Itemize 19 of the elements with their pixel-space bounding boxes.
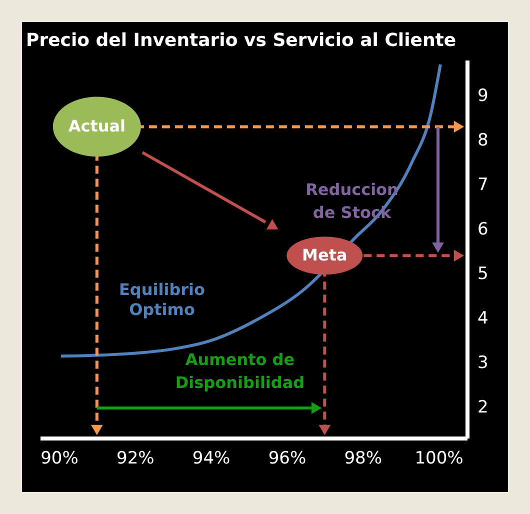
series-label: Equilibrio Optimo <box>118 280 206 319</box>
annotation: Aumento de Disponibilidad <box>175 350 305 392</box>
x-tick-label: 94% <box>192 448 230 468</box>
y-tick-label: 2 <box>478 397 488 418</box>
y-tick-label: 3 <box>478 352 488 373</box>
x-tick-label: 96% <box>268 448 306 468</box>
y-tick-label: 4 <box>478 308 488 328</box>
y-tick-label: 6 <box>478 219 488 240</box>
y-tick-label: 8 <box>478 130 488 151</box>
annotation: Actual <box>68 116 126 136</box>
annotation: Meta <box>302 246 348 265</box>
y-tick-label: 7 <box>478 175 488 196</box>
chart-title: Precio del Inventario vs Servicio al Cliente <box>26 30 456 51</box>
x-tick-label: 100% <box>414 448 464 468</box>
x-tick-label: 90% <box>40 448 78 468</box>
x-tick-label: 98% <box>344 448 382 468</box>
y-tick-label: 5 <box>478 264 488 284</box>
x-tick-label: 92% <box>116 448 154 468</box>
y-tick-label: 9 <box>478 86 488 106</box>
